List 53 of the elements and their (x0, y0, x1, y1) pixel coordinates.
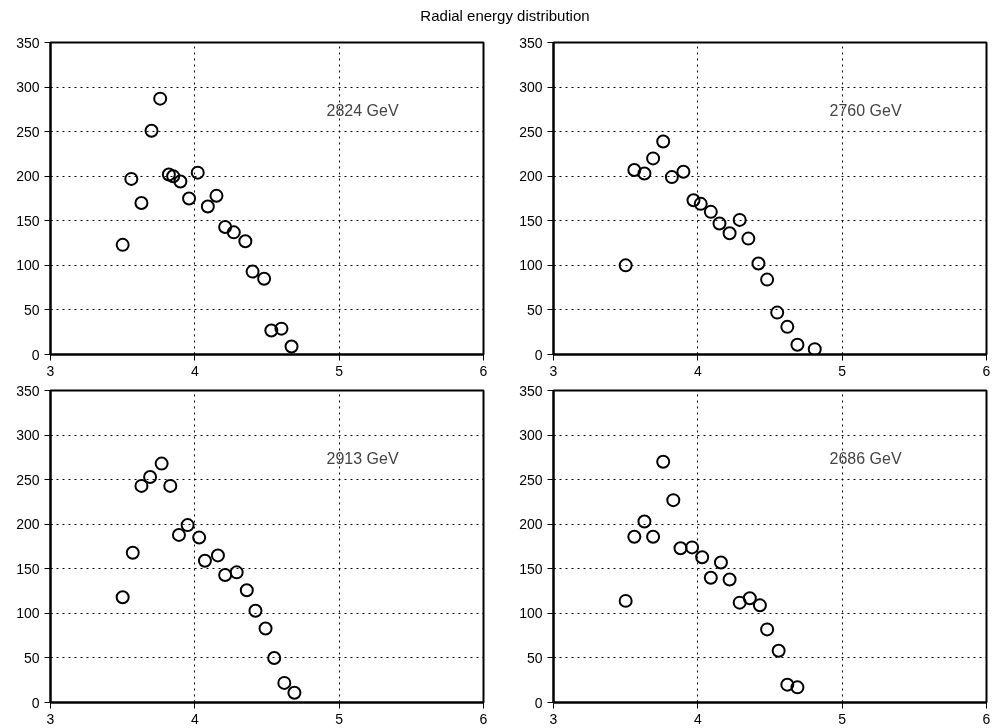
y-tick-label: 50 (23, 649, 40, 666)
y-tick-label: 200 (519, 168, 543, 185)
x-tick-label: 6 (982, 710, 991, 727)
annotation: 2913 GeV (326, 449, 399, 467)
y-tick-label: 100 (519, 605, 543, 622)
y-tick-label: 250 (519, 123, 543, 140)
y-tick-label: 200 (16, 168, 40, 185)
x-tick-label: 6 (479, 710, 488, 727)
x-tick-label: 5 (838, 362, 847, 379)
y-tick-label: 150 (16, 212, 40, 229)
x-tick-label: 3 (549, 710, 558, 727)
x-tick-label: 5 (838, 710, 847, 727)
x-tick-label: 5 (335, 710, 344, 727)
x-tick-label: 6 (982, 362, 991, 379)
y-tick-label: 300 (519, 79, 543, 96)
y-tick-label: 300 (16, 427, 40, 444)
y-tick-label: 250 (519, 471, 543, 488)
y-tick-label: 350 (519, 34, 543, 51)
x-tick-label: 6 (479, 362, 488, 379)
y-tick-label: 250 (16, 123, 40, 140)
y-tick-label: 100 (519, 257, 543, 274)
x-tick-label: 4 (190, 710, 199, 727)
annotation: 2686 GeV (829, 449, 902, 467)
y-tick-label: 50 (526, 649, 543, 666)
y-tick-label: 0 (31, 694, 40, 711)
y-tick-label: 50 (526, 301, 543, 318)
y-tick-label: 300 (519, 427, 543, 444)
annotation: 2760 GeV (829, 101, 902, 119)
x-tick-label: 4 (190, 362, 199, 379)
chart-title: Radial energy distribution (420, 6, 590, 26)
x-tick-label: 4 (693, 710, 702, 727)
y-tick-label: 150 (16, 560, 40, 577)
y-tick-label: 100 (16, 257, 40, 274)
y-tick-label: 150 (519, 560, 543, 577)
annotation: 2824 GeV (326, 101, 399, 119)
y-tick-label: 350 (16, 34, 40, 51)
y-tick-label: 0 (534, 346, 543, 363)
y-tick-label: 50 (23, 301, 40, 318)
x-tick-label: 5 (335, 362, 344, 379)
y-tick-label: 300 (16, 79, 40, 96)
x-tick-label: 4 (693, 362, 702, 379)
y-tick-label: 350 (16, 382, 40, 399)
y-tick-label: 350 (519, 382, 543, 399)
x-tick-label: 3 (549, 362, 558, 379)
y-tick-label: 100 (16, 605, 40, 622)
y-tick-label: 250 (16, 471, 40, 488)
y-tick-label: 200 (16, 516, 40, 533)
y-tick-label: 150 (519, 212, 543, 229)
y-tick-label: 200 (519, 516, 543, 533)
x-tick-label: 3 (46, 362, 55, 379)
y-tick-label: 0 (31, 346, 40, 363)
y-tick-label: 0 (534, 694, 543, 711)
x-tick-label: 3 (46, 710, 55, 727)
